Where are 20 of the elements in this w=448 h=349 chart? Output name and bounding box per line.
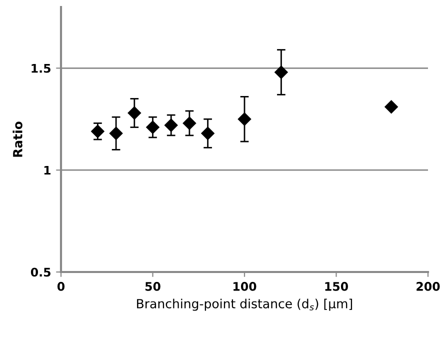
y-tick-label: 1.5 <box>32 64 50 73</box>
point <box>201 126 214 140</box>
x-axis-title: Branching-point distance (d$_{s}$) [μm] <box>137 298 352 311</box>
x-tick-label: 150 <box>325 282 348 291</box>
point <box>128 106 141 120</box>
point <box>91 124 104 138</box>
x-tick-label: 200 <box>416 282 440 291</box>
point <box>238 112 252 126</box>
x-tick-label: 50 <box>145 282 160 291</box>
point <box>274 66 288 79</box>
x-tick-label: 100 <box>234 282 256 291</box>
y-axis-title: Ratio <box>12 122 22 157</box>
y-tick-label: 0.5 <box>30 268 50 277</box>
point <box>182 116 196 130</box>
point <box>384 100 398 114</box>
point <box>164 118 178 132</box>
point <box>109 126 123 140</box>
point <box>146 120 160 134</box>
x-tick-label: 0 <box>57 282 65 291</box>
y-tick-label: 1 <box>44 166 50 175</box>
